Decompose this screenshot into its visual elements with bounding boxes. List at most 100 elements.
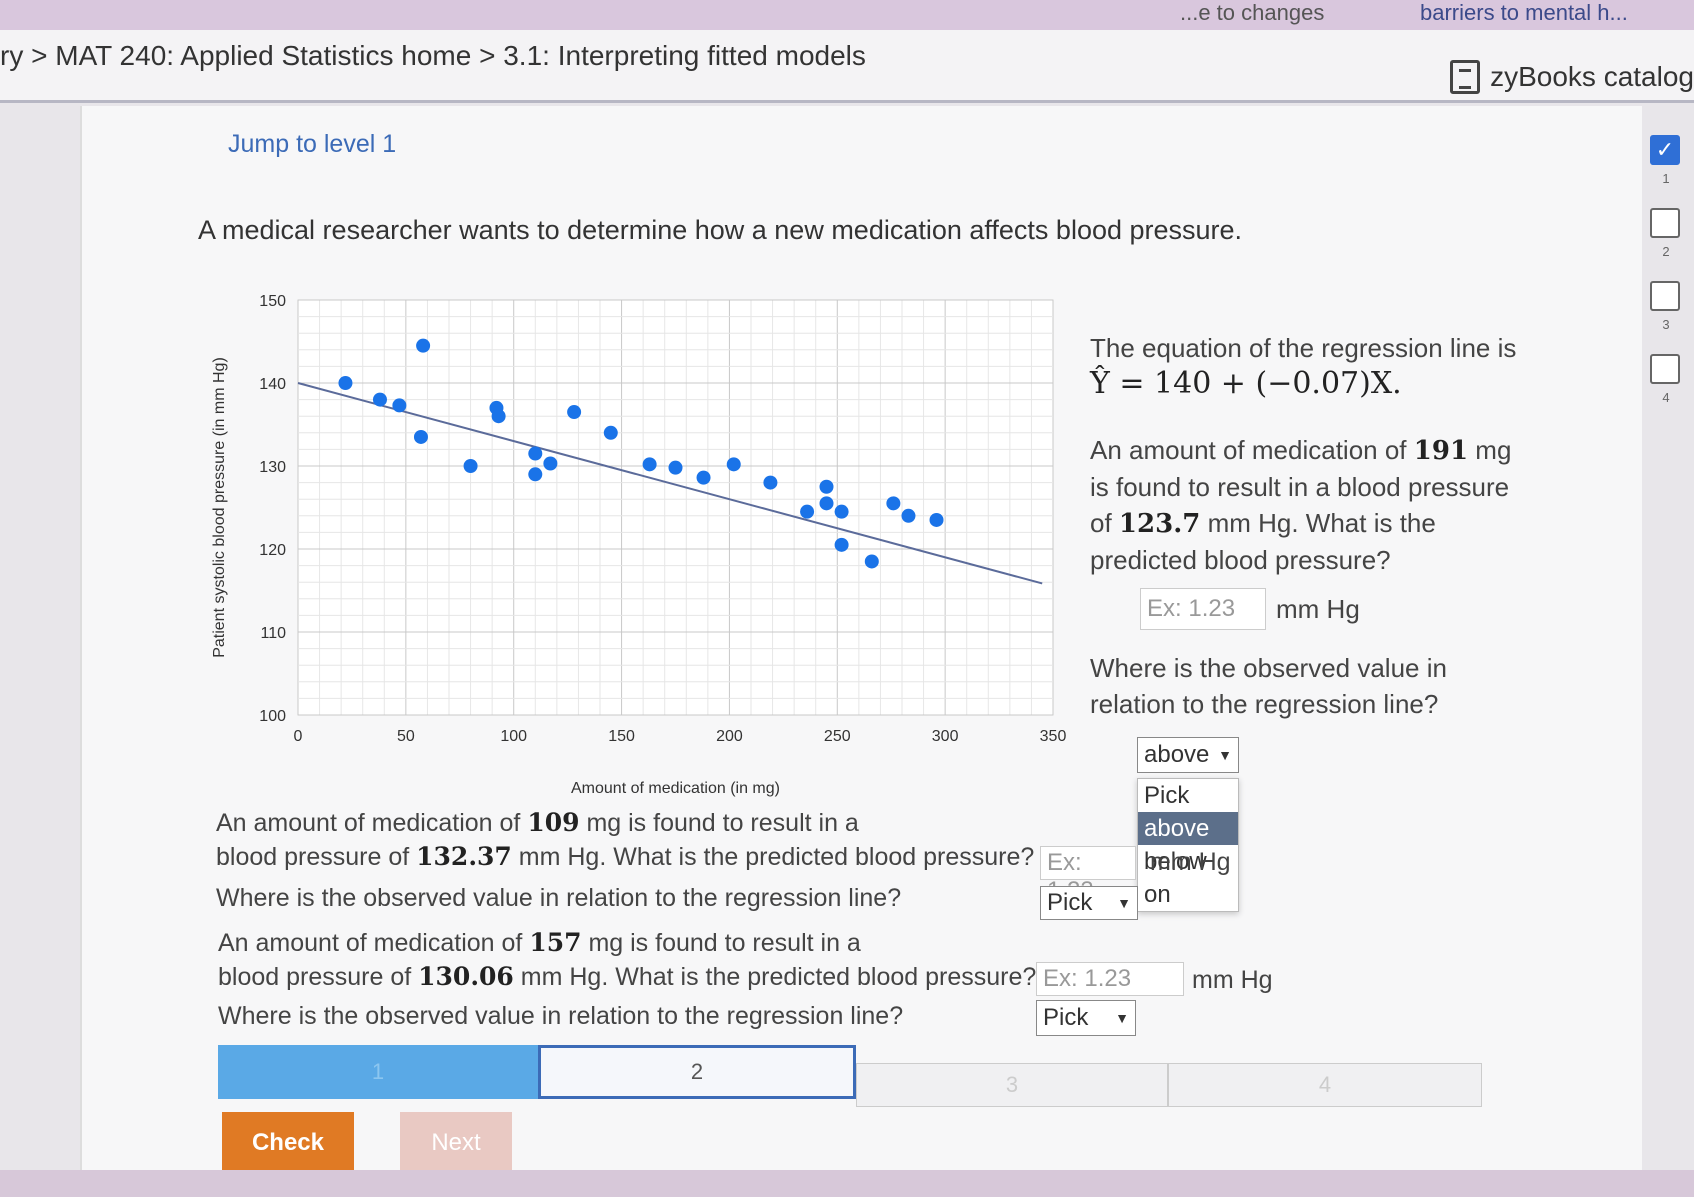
level-1-check-icon[interactable]: ✓ (1650, 135, 1680, 165)
q2-line2: blood pressure of 132.37 mm Hg. What is … (216, 842, 1035, 871)
option-below[interactable]: below (1144, 848, 1207, 875)
data-point (416, 338, 431, 353)
option-above[interactable]: above (1138, 812, 1238, 845)
x-tick-label: 100 (500, 728, 527, 745)
catalog-label: zyBooks catalog (1490, 61, 1694, 92)
level-number: 2 (1662, 244, 1670, 259)
level-3-box[interactable] (1650, 281, 1680, 311)
regression-equation: Ŷ = 140 + (−0.07)X. (1090, 366, 1402, 401)
x-tick-label: 250 (824, 728, 851, 745)
q3-dose: 157 (529, 928, 582, 957)
problem-intro: A medical researcher wants to determine … (198, 215, 1243, 245)
q1-predicted-input[interactable]: Ex: 1.23 (1140, 588, 1266, 630)
regression-line (297, 382, 1043, 585)
equation-intro: The equation of the regression line is (1090, 333, 1517, 363)
x-tick-label: 150 (608, 728, 635, 745)
plot-area (297, 299, 1054, 716)
x-tick-label: 300 (932, 728, 959, 745)
data-point (929, 512, 944, 527)
jump-to-level-link[interactable]: Jump to level 1 (228, 130, 397, 158)
book-icon (1450, 60, 1481, 94)
data-point (528, 446, 543, 461)
data-point (901, 508, 916, 523)
level-4-box[interactable] (1650, 354, 1680, 384)
data-point (834, 537, 849, 552)
q2-unit: mm Hg (1150, 848, 1231, 876)
browser-tab-cut[interactable]: barriers to mental h... (1420, 0, 1628, 25)
option-on[interactable]: on (1144, 881, 1171, 908)
page-header (0, 30, 1694, 103)
data-point (528, 467, 543, 482)
x-tick-label: 0 (294, 728, 303, 745)
breadcrumb-separator: > (479, 40, 504, 71)
check-button[interactable]: Check (222, 1112, 354, 1174)
q2-line1: An amount of medication of 109 mg is fou… (216, 808, 859, 837)
data-point (800, 504, 815, 519)
level-number: 4 (1662, 390, 1670, 405)
chevron-down-icon: ▼ (1117, 895, 1131, 911)
data-point (567, 405, 582, 420)
y-tick-label: 130 (259, 459, 286, 476)
q3-bp: 130.06 (418, 962, 514, 991)
breadcrumb: ry > MAT 240: Applied Statistics home > … (0, 40, 866, 72)
y-tick-label: 150 (259, 293, 286, 310)
q2-predicted-input[interactable]: Ex: 1.23 (1040, 846, 1136, 904)
q1-dose: 191 (1413, 436, 1469, 466)
data-point (372, 392, 387, 407)
q3-unit: mm Hg (1192, 966, 1273, 994)
browser-tab-strip: ...e to changes barriers to mental h... (0, 0, 1694, 30)
bottom-strip (0, 1170, 1694, 1197)
data-point (413, 429, 428, 444)
q1-position-select[interactable]: above ▼ (1137, 737, 1239, 773)
x-tick-label: 50 (397, 728, 415, 745)
q3-line1: An amount of medication of 157 mg is fou… (218, 928, 861, 957)
breadcrumb-separator: > (31, 40, 56, 71)
breadcrumb-item-library[interactable]: ry (0, 40, 24, 71)
data-point (763, 475, 778, 490)
data-point (338, 376, 353, 390)
data-point (463, 459, 478, 473)
breadcrumb-item-course[interactable]: MAT 240: Applied Statistics home (55, 40, 472, 71)
data-point (603, 425, 618, 440)
browser-tab-cut[interactable]: ...e to changes (1180, 0, 1325, 25)
level-4-segment[interactable]: 4 (1168, 1063, 1482, 1107)
data-point (819, 479, 834, 494)
y-tick-label: 120 (259, 542, 286, 559)
level-number: 1 (1662, 171, 1670, 186)
q1-where-text: Where is the observed value in relation … (1090, 653, 1447, 719)
level-2-box[interactable] (1650, 208, 1680, 238)
data-point (543, 456, 558, 471)
level-progress-bar: 1 2 3 4 (218, 1045, 1482, 1107)
q2-dose: 109 (527, 808, 580, 837)
option-pick[interactable]: Pick (1144, 782, 1190, 809)
next-button[interactable]: Next (400, 1112, 512, 1174)
data-point (668, 460, 683, 475)
data-point (864, 554, 879, 569)
q2-position-select[interactable]: Pick ▼ (1040, 886, 1138, 920)
q3-position-select[interactable]: Pick ▼ (1036, 1000, 1136, 1036)
data-point (392, 398, 407, 413)
data-point (491, 409, 506, 424)
level-3-segment[interactable]: 3 (856, 1063, 1168, 1107)
level-number: 3 (1662, 317, 1670, 332)
q3-predicted-input[interactable]: Ex: 1.23 (1036, 962, 1184, 996)
q1-position-dropdown: Pick above below on (1137, 778, 1239, 912)
q3-where-text: Where is the observed value in relation … (218, 1002, 904, 1030)
q3-line2: blood pressure of 130.06 mm Hg. What is … (218, 962, 1037, 991)
q1-text: An amount of medication of 191 mg is fou… (1090, 435, 1512, 575)
level-2-segment[interactable]: 2 (538, 1045, 856, 1099)
x-tick-label: 350 (1040, 728, 1067, 745)
data-point (819, 496, 834, 511)
data-point (726, 457, 741, 472)
y-axis-label: Patient systolic blood pressure (in mm H… (211, 357, 228, 658)
y-tick-label: 110 (260, 625, 286, 642)
y-tick-label: 140 (259, 376, 286, 393)
breadcrumb-item-section: 3.1: Interpreting fitted models (503, 40, 866, 71)
data-point (696, 470, 711, 485)
chevron-down-icon: ▼ (1218, 747, 1232, 763)
x-tick-label: 200 (716, 728, 743, 745)
level-1-segment[interactable]: 1 (218, 1045, 538, 1099)
y-tick-label: 100 (259, 708, 286, 725)
catalog-link[interactable]: zyBooks catalog (1450, 60, 1694, 94)
chevron-down-icon: ▼ (1115, 1010, 1129, 1026)
